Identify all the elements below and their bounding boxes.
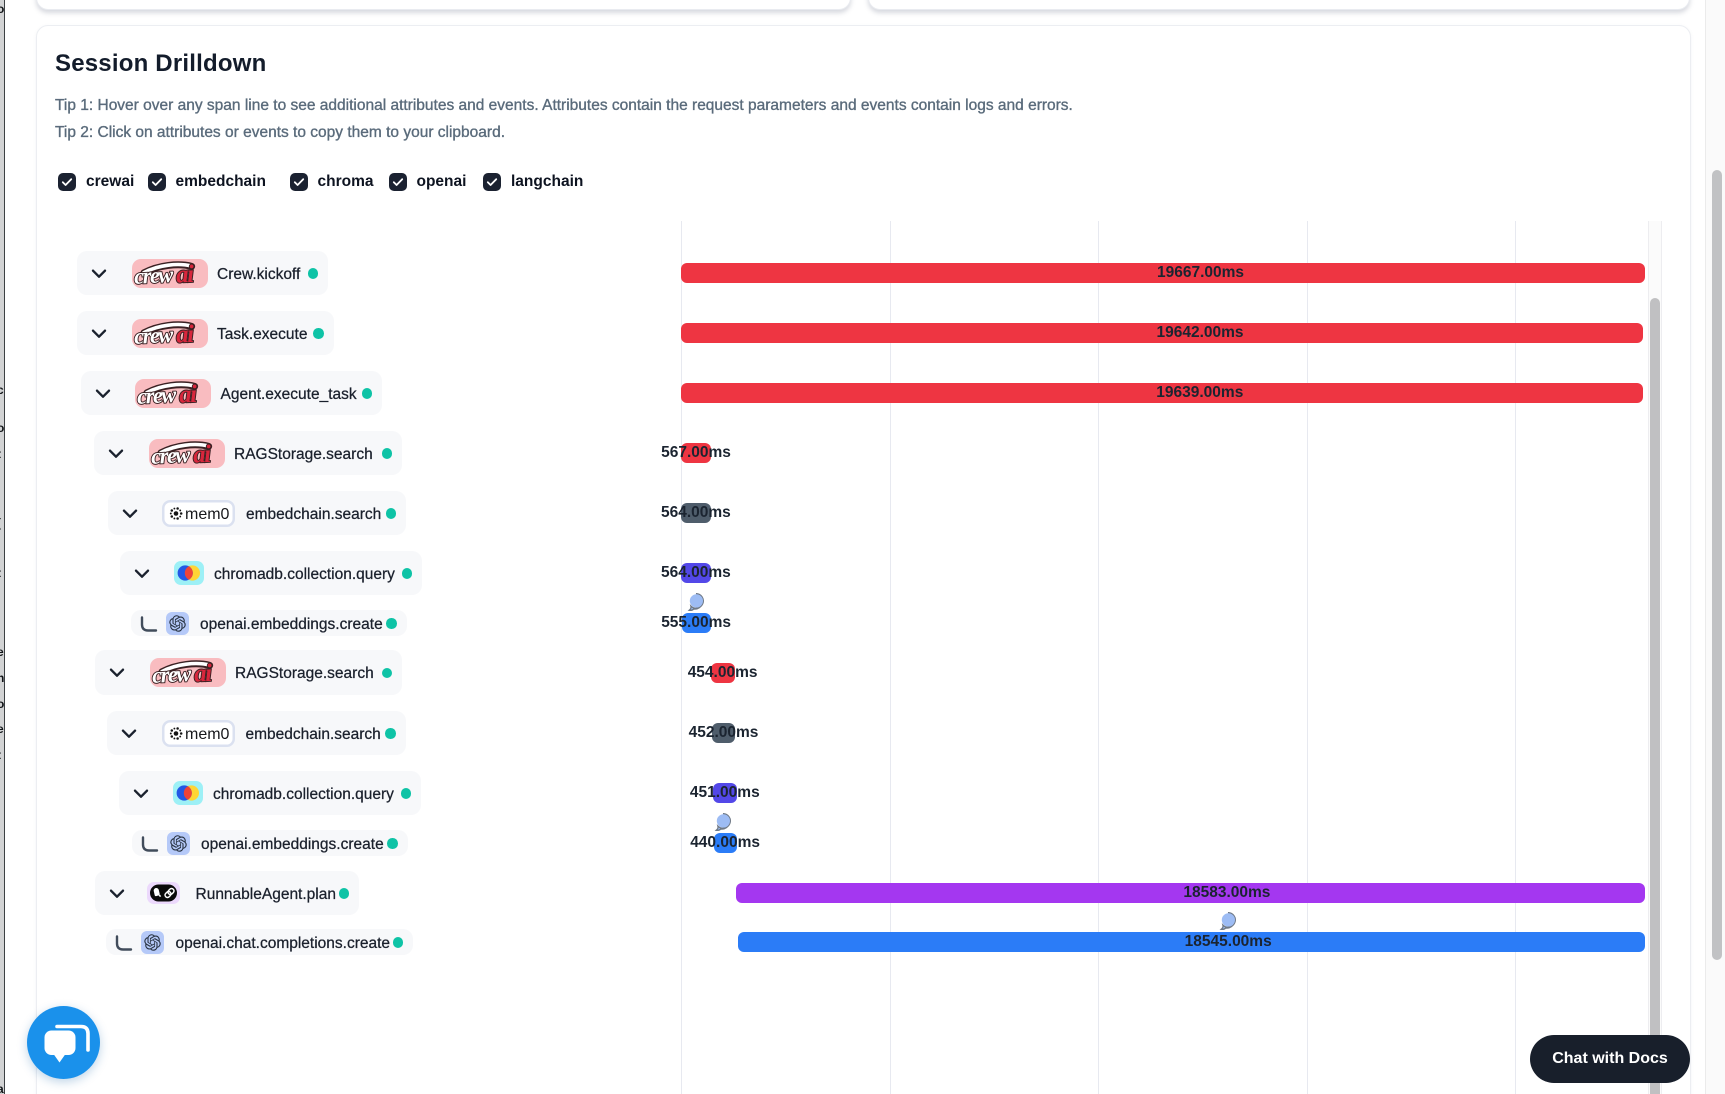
svg-text:crew: crew xyxy=(150,441,191,467)
svg-text:ai: ai xyxy=(192,440,211,467)
svg-text:ai: ai xyxy=(175,260,194,287)
svg-text:crew: crew xyxy=(133,261,174,287)
svg-text:ai: ai xyxy=(193,660,212,687)
svg-text:mem0: mem0 xyxy=(185,506,230,523)
svg-text:crew: crew xyxy=(151,661,192,687)
svg-text:crew: crew xyxy=(136,381,177,407)
svg-text:ai: ai xyxy=(175,320,194,347)
svg-text:crew: crew xyxy=(133,321,174,347)
svg-text:mem0: mem0 xyxy=(185,726,230,743)
svg-text:ai: ai xyxy=(178,380,197,407)
